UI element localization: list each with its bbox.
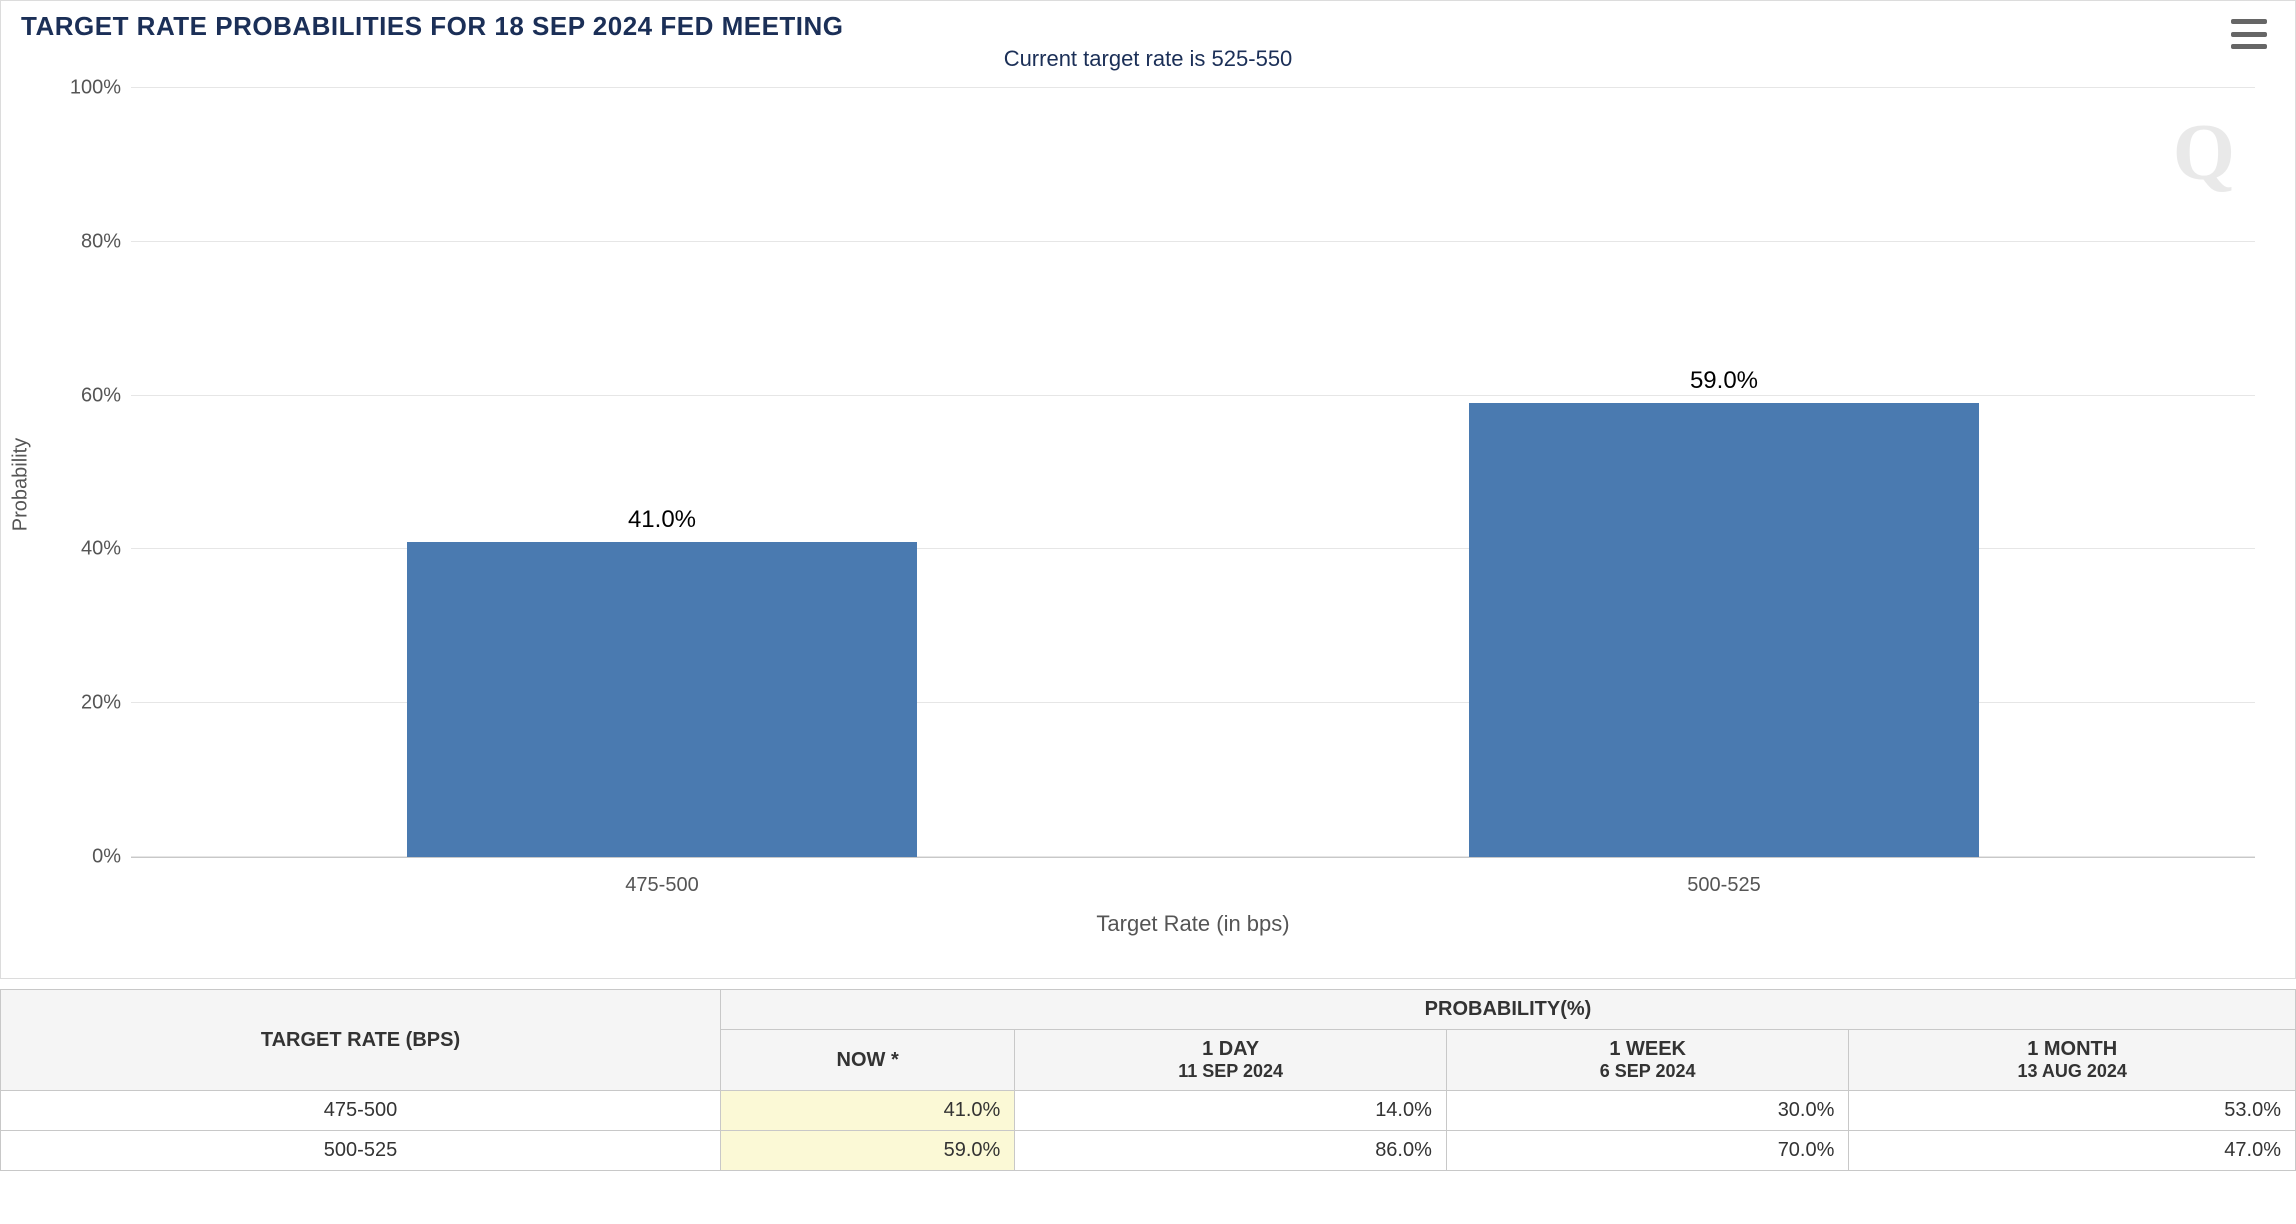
probability-table: TARGET RATE (BPS) PROBABILITY(%) NOW * 1 … — [0, 989, 2296, 1171]
table-column-header: 1 WEEK6 SEP 2024 — [1446, 1030, 1849, 1091]
table-row: 475-50041.0%14.0%30.0%53.0% — [1, 1091, 2296, 1131]
table-cell: 86.0% — [1015, 1131, 1447, 1171]
column-header-sub: 6 SEP 2024 — [1461, 1061, 1835, 1082]
bar[interactable]: 59.0% — [1469, 403, 1979, 857]
column-header-top: NOW * — [837, 1049, 899, 1071]
ytick-label: 80% — [61, 230, 121, 253]
y-axis-title: Probability — [10, 437, 33, 530]
column-header-sub: 11 SEP 2024 — [1029, 1061, 1432, 1082]
table-header-probability: PROBABILITY(%) — [721, 990, 2296, 1030]
column-header-sub: 13 AUG 2024 — [1863, 1061, 2281, 1082]
table-column-header: 1 MONTH13 AUG 2024 — [1849, 1030, 2296, 1091]
column-header-top: 1 WEEK — [1609, 1038, 1686, 1060]
chart-area: Probability Target Rate (in bps) Q 0% 20%… — [1, 78, 2295, 978]
table-cell: 70.0% — [1446, 1131, 1849, 1171]
hamburger-icon — [2231, 19, 2267, 24]
table-row: 500-52559.0%86.0%70.0%47.0% — [1, 1131, 2296, 1171]
table-cell: 14.0% — [1015, 1091, 1447, 1131]
ytick-label: 60% — [61, 384, 121, 407]
bar-value-label: 41.0% — [407, 506, 917, 534]
row-label: 475-500 — [1, 1091, 721, 1131]
hamburger-icon — [2231, 44, 2267, 49]
table-column-header: NOW * — [721, 1030, 1015, 1091]
column-header-top: 1 DAY — [1202, 1038, 1259, 1060]
ytick-label: 40% — [61, 538, 121, 561]
chart-title: TARGET RATE PROBABILITIES FOR 18 SEP 202… — [1, 1, 2295, 42]
table-cell: 53.0% — [1849, 1091, 2296, 1131]
xtick-label: 475-500 — [625, 874, 698, 897]
table-cell: 47.0% — [1849, 1131, 2296, 1171]
x-axis-title: Target Rate (in bps) — [1096, 911, 1289, 937]
chart-panel: TARGET RATE PROBABILITIES FOR 18 SEP 202… — [0, 0, 2296, 979]
chart-subtitle: Current target rate is 525-550 — [1, 42, 2295, 78]
row-label: 500-525 — [1, 1131, 721, 1171]
table-cell: 30.0% — [1446, 1091, 1849, 1131]
plot-area: Probability Target Rate (in bps) Q 0%20%… — [131, 88, 2255, 858]
ytick-label: 0% — [61, 846, 121, 869]
gridline — [131, 87, 2255, 88]
chart-menu-button[interactable] — [2231, 19, 2267, 49]
gridline — [131, 241, 2255, 242]
ytick-label: 20% — [61, 692, 121, 715]
table-column-header: 1 DAY11 SEP 2024 — [1015, 1030, 1447, 1091]
table-cell: 59.0% — [721, 1131, 1015, 1171]
hamburger-icon — [2231, 32, 2267, 37]
xtick-label: 500-525 — [1687, 874, 1760, 897]
bar-value-label: 59.0% — [1469, 367, 1979, 395]
column-header-top: 1 MONTH — [2027, 1038, 2117, 1060]
table-cell: 41.0% — [721, 1091, 1015, 1131]
ytick-label: 100% — [61, 77, 121, 100]
table-header-target: TARGET RATE (BPS) — [1, 990, 721, 1091]
watermark: Q — [2173, 108, 2235, 199]
bar[interactable]: 41.0% — [407, 542, 917, 857]
